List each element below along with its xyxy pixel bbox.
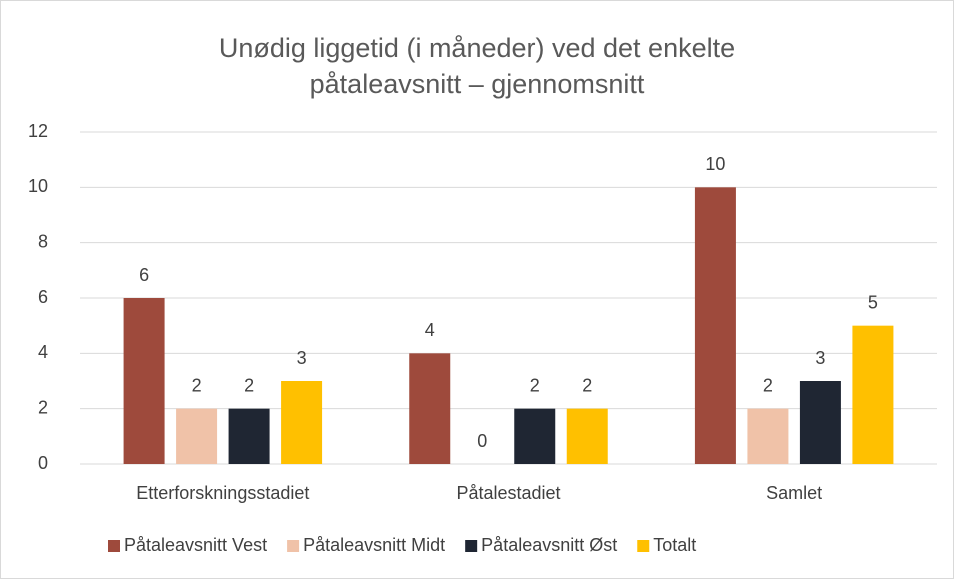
data-label: 10 bbox=[705, 154, 725, 174]
data-label: 4 bbox=[425, 320, 435, 340]
data-label: 3 bbox=[815, 348, 825, 368]
legend-label: Totalt bbox=[653, 535, 696, 555]
bar bbox=[123, 298, 165, 464]
data-label: 2 bbox=[192, 375, 202, 395]
data-label: 3 bbox=[297, 348, 307, 368]
legend-label: Påtaleavsnitt Øst bbox=[481, 535, 617, 555]
x-tick-label: Etterforskningsstadiet bbox=[136, 483, 309, 503]
legend-label: Påtaleavsnitt Vest bbox=[124, 535, 267, 555]
legend-swatch bbox=[465, 540, 478, 552]
data-label: 6 bbox=[139, 265, 149, 285]
legend-swatch bbox=[287, 540, 300, 552]
bar bbox=[228, 408, 270, 464]
data-label: 2 bbox=[530, 375, 540, 395]
y-tick-label: 10 bbox=[28, 176, 48, 196]
y-tick-label: 2 bbox=[38, 397, 48, 417]
bar bbox=[514, 408, 556, 464]
bar bbox=[409, 353, 451, 464]
data-label: 5 bbox=[868, 292, 878, 312]
legend-label: Påtaleavsnitt Midt bbox=[303, 535, 445, 555]
x-tick-label: Påtalestadiet bbox=[456, 483, 560, 503]
data-label: 2 bbox=[244, 375, 254, 395]
chart-title: Unødig liggetid (i måneder) ved det enke… bbox=[218, 33, 736, 99]
legend-swatch bbox=[637, 540, 650, 552]
legend-swatch bbox=[108, 540, 120, 552]
x-tick-label: Samlet bbox=[766, 483, 822, 503]
bar bbox=[176, 408, 218, 464]
bar bbox=[799, 381, 841, 464]
bar bbox=[694, 187, 736, 465]
y-tick-label: 8 bbox=[38, 231, 48, 251]
bar bbox=[747, 408, 789, 464]
data-label: 2 bbox=[763, 375, 773, 395]
y-tick-label: 12 bbox=[28, 121, 48, 141]
y-tick-label: 6 bbox=[38, 287, 48, 307]
bar bbox=[852, 325, 894, 464]
data-label: 0 bbox=[477, 431, 487, 451]
y-tick-label: 4 bbox=[38, 342, 48, 362]
data-label: 2 bbox=[582, 375, 592, 395]
bar bbox=[281, 381, 323, 464]
y-tick-label: 0 bbox=[38, 453, 48, 473]
bar bbox=[566, 408, 608, 464]
